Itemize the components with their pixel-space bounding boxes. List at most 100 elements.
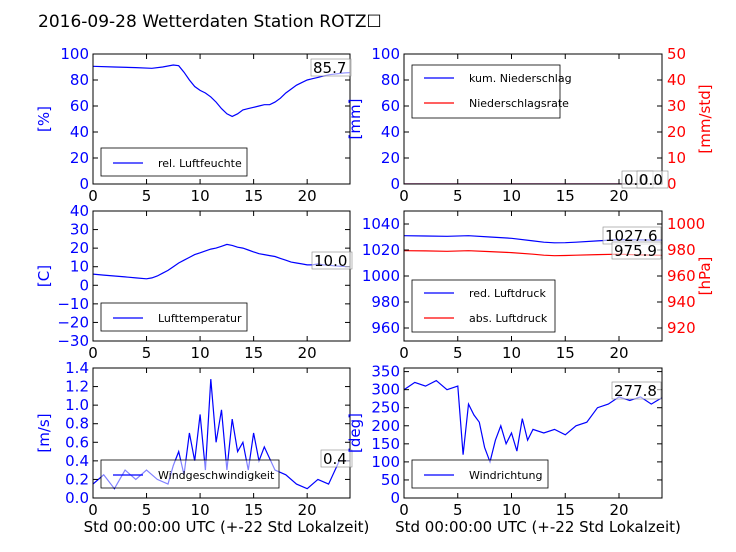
y-right-tick-label: 30 (667, 97, 686, 115)
series-group (93, 243, 350, 280)
x-tick-label: 0 (88, 344, 98, 362)
x-tick-label: 10 (502, 501, 521, 519)
y-tick-label: 40 (70, 123, 89, 141)
y-tick-label: 200 (371, 417, 400, 435)
y-tick-label: 30 (70, 221, 89, 239)
legend-box (411, 64, 561, 119)
y-tick-label: 1.4 (65, 359, 89, 377)
y-tick-label: 300 (371, 381, 400, 399)
value-label: 85.7 (313, 59, 346, 77)
legend-label: Niederschlagsrate (469, 97, 569, 110)
x-tick-label: 0 (399, 501, 409, 519)
y-tick-label: 350 (371, 363, 400, 381)
value-label-box (320, 449, 353, 468)
x-tick-label: 5 (142, 344, 152, 362)
x-tick-label: 20 (298, 187, 317, 205)
plot-frame (403, 367, 663, 499)
x-axis-label: Std 00:00:00 UTC (+-22 Std Lokalzeit) (84, 518, 370, 536)
y-tick-label: 1000 (362, 267, 400, 285)
x-tick-label: 10 (191, 344, 210, 362)
plot-frame (92, 367, 351, 499)
x-tick-label: 10 (502, 344, 521, 362)
plot-frame (403, 53, 663, 185)
y-tick-label: 80 (381, 71, 400, 89)
legend-label: kum. Niederschlag (469, 72, 572, 85)
legend: kum. Niederschlag Niederschlagsrate (411, 64, 572, 119)
x-tick-label: 15 (244, 344, 263, 362)
y-right-tick-label: 10 (667, 149, 686, 167)
y-tick-label: 100 (371, 45, 400, 63)
y-tick-label: −20 (57, 313, 89, 331)
legend-label: Lufttemperatur (158, 312, 242, 325)
y-right-tick-label: 40 (667, 71, 686, 89)
x-tick-label: 0 (399, 187, 409, 205)
y-tick-label: 60 (70, 97, 89, 115)
y-tick-label: 960 (371, 319, 400, 337)
y-axis-label: [mm] (346, 99, 364, 140)
value-label: 0.4 (323, 450, 347, 468)
value-label: 277.8 (614, 382, 657, 400)
y-tick-label: 0 (79, 276, 89, 294)
plot-frame (92, 53, 351, 185)
y-tick-label: 0 (390, 175, 400, 193)
y-tick-label: 100 (371, 453, 400, 471)
y-tick-label: 20 (70, 149, 89, 167)
value-label: 0.0 (639, 171, 663, 189)
y-right-axis-label: [hPa] (696, 257, 714, 296)
y-tick-label: 0 (79, 175, 89, 193)
y-tick-label: 0.6 (65, 433, 89, 451)
y-tick-label: 980 (371, 293, 400, 311)
series-group (404, 379, 662, 464)
value-label: 10.0 (314, 252, 347, 270)
legend: Lufttemperatur (100, 302, 248, 332)
chart-pressure: 0 5 10 15 20 960 980 1000 1020 1040 920 940 960 980 10… (362, 210, 714, 362)
x-tick-label: 0 (88, 501, 98, 519)
y-tick-label: −10 (57, 295, 89, 313)
y-right-tick-label: 1000 (667, 215, 705, 233)
chart-wind_speed: 0 5 10 15 200.00.20.40.60.81.01.21.4[m/s]Std… (35, 359, 369, 536)
legend: Windrichtung (411, 459, 549, 489)
series-line-rel-luftfeuchte (93, 64, 350, 118)
legend-box (100, 459, 280, 489)
y-right-tick-label: 20 (667, 123, 686, 141)
y-tick-label: 40 (70, 202, 89, 220)
legend-label: red. Luftdruck (469, 287, 546, 300)
value-label-box (636, 170, 669, 189)
chart-humidity: 0 5 10 15 20 0 20 40 60 80 100 [%] rel. Luftfeuchte 8… (35, 45, 352, 205)
series-line-lufttemperatur (93, 243, 350, 280)
y-axis-label: [m/s] (35, 413, 53, 452)
y-tick-label: 150 (371, 435, 400, 453)
y-tick-label: 1040 (362, 215, 400, 233)
legend-box (411, 279, 556, 333)
x-axis-label: Std 00:00:00 UTC (+-22 Std Lokalzeit) (395, 518, 681, 536)
y-axis-label: [%] (35, 106, 53, 132)
x-tick-label: 20 (298, 501, 317, 519)
y-tick-label: 1.2 (65, 378, 89, 396)
y-tick-label: 40 (381, 123, 400, 141)
y-tick-label: 0.0 (65, 489, 89, 507)
y-tick-label: 0.4 (65, 452, 89, 470)
y-tick-label: 250 (371, 399, 400, 417)
x-tick-label: 5 (142, 187, 152, 205)
x-tick-label: 15 (556, 187, 575, 205)
x-tick-label: 20 (609, 344, 628, 362)
x-tick-label: 20 (609, 501, 628, 519)
y-right-tick-label: 940 (667, 293, 696, 311)
chart-temperature: 0 5 10 15 20−30−20−10010203040[C]Lufttempera… (35, 202, 353, 362)
legend-label: Windrichtung (469, 469, 542, 482)
y-tick-label: 20 (381, 149, 400, 167)
legend-box (411, 459, 549, 489)
y-tick-label: 20 (70, 239, 89, 257)
series-line-windrichtung (404, 379, 662, 464)
y-right-tick-label: 960 (667, 267, 696, 285)
x-tick-label: 15 (244, 187, 263, 205)
value-label: 1027.6 (605, 227, 658, 245)
series-group (93, 64, 350, 118)
y-tick-label: 0.8 (65, 415, 89, 433)
legend-box (100, 302, 248, 332)
x-tick-label: 15 (244, 501, 263, 519)
y-tick-label: 1.0 (65, 396, 89, 414)
value-label: 975.9 (614, 242, 657, 260)
